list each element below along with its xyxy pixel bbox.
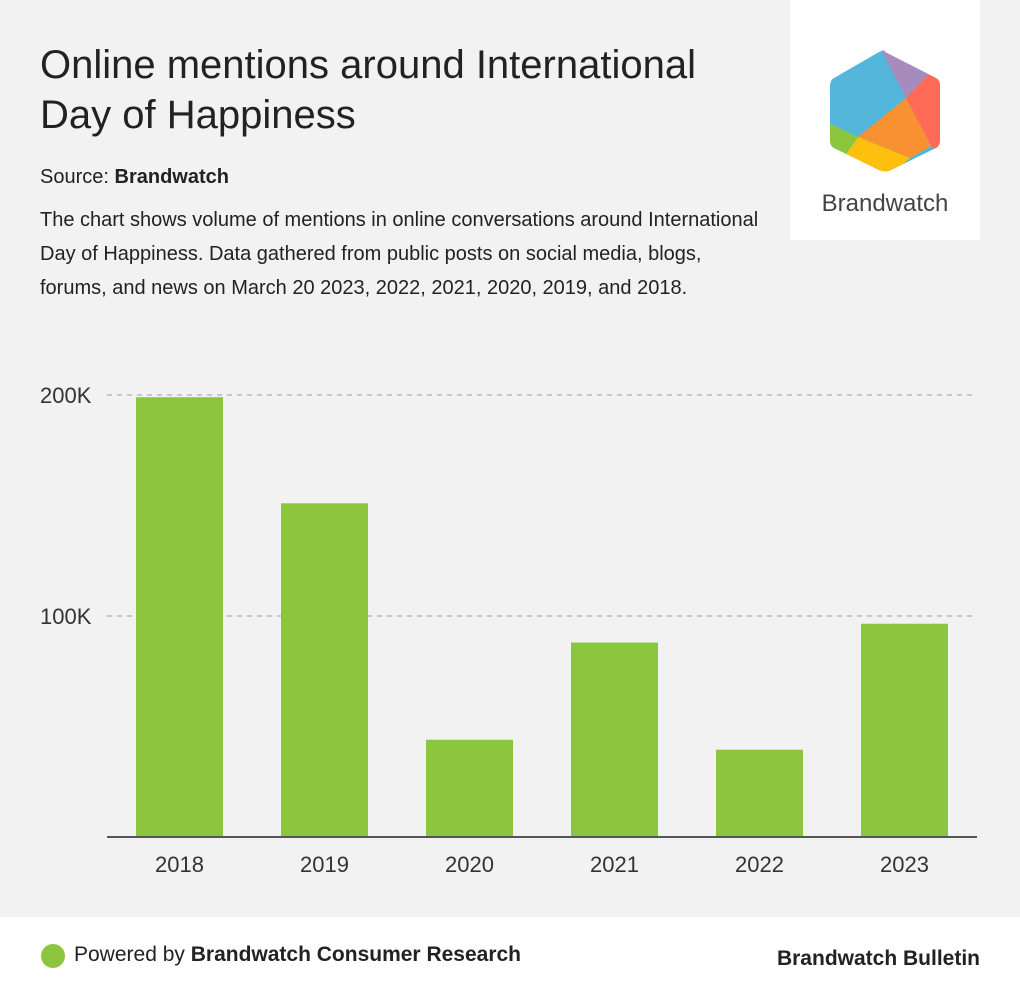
source-label: Source: bbox=[40, 166, 109, 188]
source-line: Source: Brandwatch bbox=[40, 166, 229, 189]
bar-chart: 100K 200K 2018 2019 2020 2021 2022 2023 bbox=[40, 383, 977, 877]
bar-2018 bbox=[136, 397, 223, 837]
bar-2020 bbox=[426, 739, 513, 837]
brandwatch-logo: Brandwatch bbox=[790, 0, 980, 240]
x-tick-label: 2019 bbox=[300, 852, 349, 877]
y-tick-label: 200K bbox=[40, 383, 92, 408]
x-tick-label: 2020 bbox=[445, 852, 494, 877]
bar-2023 bbox=[861, 623, 948, 837]
bar-2019 bbox=[281, 503, 368, 837]
x-tick-label: 2023 bbox=[880, 852, 929, 877]
chart-description: The chart shows volume of mentions in on… bbox=[40, 209, 759, 299]
brandwatch-bulletin: Brandwatch Bulletin bbox=[776, 947, 980, 970]
x-tick-label: 2018 bbox=[155, 852, 204, 877]
bar-2022 bbox=[716, 749, 803, 837]
green-dot-icon bbox=[41, 944, 65, 968]
powered-prefix: Powered by bbox=[74, 943, 191, 966]
powered-name: Brandwatch Consumer Research bbox=[190, 943, 522, 966]
x-tick-label: 2021 bbox=[590, 852, 639, 877]
chart-title: Online mentions around International Day… bbox=[40, 43, 696, 137]
logo-text: Brandwatch bbox=[821, 190, 949, 217]
x-tick-label: 2022 bbox=[735, 852, 784, 877]
source-name: Brandwatch bbox=[114, 166, 229, 188]
y-tick-label: 100K bbox=[40, 604, 92, 629]
powered-by: Powered by Brandwatch Consumer Research bbox=[74, 943, 521, 967]
brandwatch-hexagon-icon bbox=[830, 50, 940, 172]
bar-2021 bbox=[571, 642, 658, 837]
footer: Powered by Brandwatch Consumer Research … bbox=[0, 917, 1020, 1000]
